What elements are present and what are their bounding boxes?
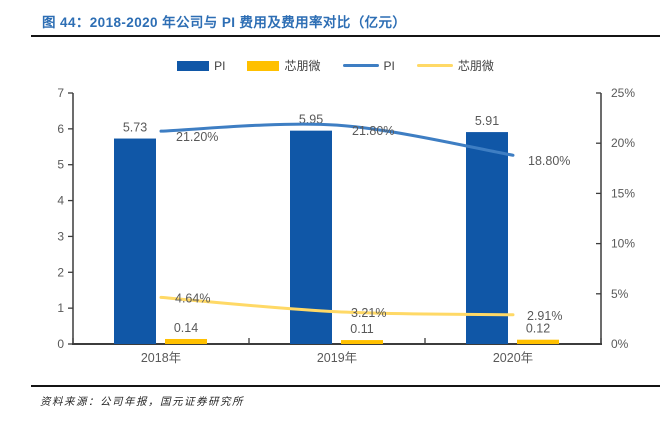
bar-芯朋微-2019年 — [341, 340, 383, 344]
x-axis-label: 2020年 — [493, 351, 533, 365]
left-axis-tick-label: 2 — [57, 265, 64, 279]
bar-PI-2020年 — [466, 132, 508, 344]
legend-label: PI — [214, 58, 226, 73]
x-axis-label: 2018年 — [141, 351, 181, 365]
bar-芯朋微-2020年 — [517, 339, 559, 344]
left-axis-tick-label: 7 — [57, 86, 64, 100]
legend-item-line-3: 芯朋微 — [416, 57, 494, 74]
bar-value-label: 5.73 — [123, 121, 147, 135]
left-axis-tick-label: 3 — [57, 229, 64, 243]
line-value-label: 21.20% — [176, 130, 218, 144]
right-axis-tick-label: 10% — [611, 237, 635, 251]
legend-item-bar-0: PI — [177, 59, 225, 73]
bar-芯朋微-2018年 — [165, 338, 207, 344]
right-axis-tick-label: 5% — [611, 287, 629, 301]
source-note: 资料来源：公司年报，国元证券研究所 — [40, 397, 244, 408]
bar-PI-2018年 — [114, 138, 156, 344]
footer-rule — [31, 385, 660, 387]
legend-bar-swatch-icon — [247, 60, 280, 71]
chart-legend: PI 芯朋微 PI 芯朋微 — [0, 57, 671, 74]
legend-label: PI — [383, 58, 395, 73]
x-axis-label: 2019年 — [317, 351, 357, 365]
right-axis-tick-label: 0% — [611, 337, 629, 351]
legend-line-swatch-icon — [342, 64, 379, 67]
legend-bar-swatch-icon — [177, 60, 210, 71]
legend-item-bar-1: 芯朋微 — [247, 57, 321, 74]
right-axis-tick-label: 15% — [611, 186, 635, 200]
right-axis-tick-label: 25% — [611, 86, 635, 100]
left-axis-tick-label: 4 — [57, 194, 64, 208]
left-axis-tick-label: 6 — [57, 122, 64, 136]
line-value-label: 4.64% — [175, 291, 210, 305]
legend-line-swatch-icon — [416, 64, 453, 67]
legend-label: 芯朋微 — [284, 59, 321, 73]
left-axis-tick-label: 5 — [57, 158, 64, 172]
left-axis-tick-label: 1 — [57, 301, 64, 315]
line-value-label: 3.21% — [351, 306, 386, 320]
bar-value-label: 0.11 — [350, 322, 373, 336]
legend-item-line-2: PI — [342, 58, 395, 73]
line-value-label: 2.91% — [527, 309, 562, 323]
line-PI — [159, 122, 515, 157]
bar-value-label: 0.14 — [174, 321, 198, 335]
title-rule — [31, 35, 660, 37]
line-value-label: 21.80% — [352, 124, 394, 138]
legend-label: 芯朋微 — [457, 59, 494, 73]
figure-title: 图 44：2018-2020 年公司与 PI 费用及费用率对比（亿元） — [42, 15, 407, 30]
line-value-label: 18.80% — [528, 154, 570, 168]
left-axis-tick-label: 0 — [57, 337, 64, 351]
bar-value-label: 0.12 — [526, 322, 550, 336]
right-axis-tick-label: 20% — [611, 136, 635, 150]
line-芯朋微 — [159, 295, 515, 317]
bar-value-label: 5.91 — [475, 114, 499, 128]
